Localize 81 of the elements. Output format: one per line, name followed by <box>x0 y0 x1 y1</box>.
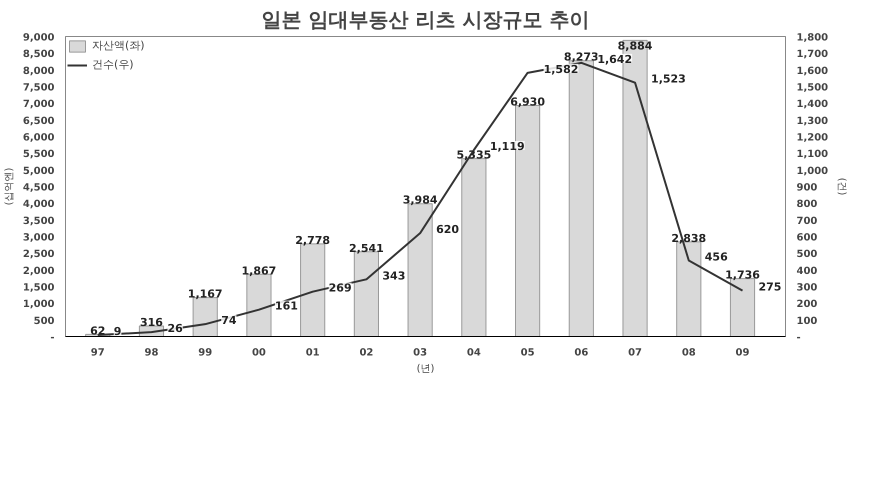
y2-tick-label: 1,500 <box>796 82 828 94</box>
y-tick-label: 8,000 <box>22 66 55 77</box>
data-label: 3,984 <box>402 194 438 207</box>
y2-tick-label: 1,100 <box>796 149 828 160</box>
data-label: 62 <box>90 324 106 338</box>
x-tick-label: 97 <box>90 348 105 358</box>
y-tick-label: - <box>50 332 55 344</box>
y2-tick-label: 300 <box>796 282 818 294</box>
data-label: 620 <box>436 223 460 236</box>
data-label: 1,582 <box>544 62 578 76</box>
y2-tick-label: - <box>796 332 801 344</box>
y2-tick-label: 900 <box>796 182 818 194</box>
data-label: 316 <box>140 316 164 329</box>
y-tick-label: 6,000 <box>22 132 55 144</box>
y-tick-label: 9,000 <box>22 32 55 44</box>
y-tick-label: 2,500 <box>22 249 55 260</box>
y-tick-label: 6,500 <box>22 116 55 127</box>
x-tick-label: 02 <box>359 348 374 358</box>
x-tick-label: 04 <box>466 348 481 358</box>
y2-tick-label: 600 <box>796 232 818 244</box>
data-label: 9 <box>114 325 122 338</box>
x-tick-label: 99 <box>198 348 212 358</box>
y2-axis-title: (건) <box>836 178 848 196</box>
data-label: 26 <box>167 322 184 336</box>
legend-label: 건수(우) <box>92 57 134 72</box>
data-label: 1,119 <box>490 140 525 153</box>
y-tick-label: 1,000 <box>22 299 55 310</box>
data-label: 8,884 <box>618 39 653 52</box>
x-tick-label: 05 <box>520 348 535 358</box>
y2-tick-label: 200 <box>796 299 818 310</box>
y2-tick-label: 1,400 <box>796 99 828 110</box>
y2-tick-label: 100 <box>796 316 818 327</box>
data-label: 6,930 <box>510 96 546 108</box>
y-tick-label: 4,500 <box>22 182 55 194</box>
y-tick-label: 2,000 <box>22 266 55 277</box>
data-label: 456 <box>704 250 728 264</box>
y-tick-label: 4,000 <box>22 199 55 210</box>
data-label: 343 <box>382 269 406 282</box>
y-tick-label: 3,500 <box>22 216 55 227</box>
y2-tick-label: 500 <box>796 249 818 260</box>
x-tick-label: 07 <box>628 348 642 358</box>
legend-label: 자산액(좌) <box>92 38 145 53</box>
y-tick-label: 7,500 <box>22 82 55 94</box>
data-label: 1,736 <box>725 268 760 282</box>
y2-tick-label: 800 <box>796 199 818 210</box>
y-tick-label: 1,500 <box>22 282 55 294</box>
y2-tick-label: 1,200 <box>796 132 828 144</box>
data-label: 269 <box>328 282 352 295</box>
y-tick-label: 5,500 <box>22 149 55 160</box>
data-label: 161 <box>274 300 298 313</box>
x-tick-label: 09 <box>736 348 750 358</box>
y-tick-label: 500 <box>34 316 55 327</box>
x-tick-label: 03 <box>413 348 428 358</box>
x-tick-label: 00 <box>252 348 266 358</box>
data-label: 1,167 <box>188 288 223 301</box>
y-tick-label: 3,000 <box>22 232 55 244</box>
y2-tick-label: 1,000 <box>796 166 828 177</box>
y-tick-label: 7,000 <box>22 99 55 110</box>
x-tick-label: 08 <box>682 348 696 358</box>
x-tick-label: 01 <box>306 348 320 358</box>
y-axis-title: (십억엔) <box>4 168 15 206</box>
x-tick-label: 06 <box>574 348 588 358</box>
x-axis-title: (년) <box>416 364 434 374</box>
data-label: 275 <box>758 280 782 294</box>
y2-tick-label: 1,600 <box>796 66 828 77</box>
y2-tick-label: 400 <box>796 266 818 277</box>
data-label: 1,523 <box>651 72 686 86</box>
data-label: 74 <box>221 314 237 328</box>
chart-title: 일본 임대부동산 리츠 시장규모 추이 <box>262 8 590 32</box>
y2-tick-label: 1,800 <box>796 32 828 44</box>
y2-tick-label: 1,300 <box>796 116 828 127</box>
y2-tick-label: 1,700 <box>796 49 828 60</box>
data-label: 1,642 <box>597 52 632 66</box>
y2-tick-label: 700 <box>796 216 818 227</box>
data-label: 1,867 <box>242 264 276 278</box>
data-label: 8,273 <box>564 50 599 64</box>
y-tick-label: 8,500 <box>22 49 55 60</box>
data-label: 2,778 <box>295 234 330 247</box>
data-label: 2,541 <box>349 242 384 255</box>
y-tick-label: 5,000 <box>22 166 55 177</box>
x-tick-label: 98 <box>144 348 158 358</box>
